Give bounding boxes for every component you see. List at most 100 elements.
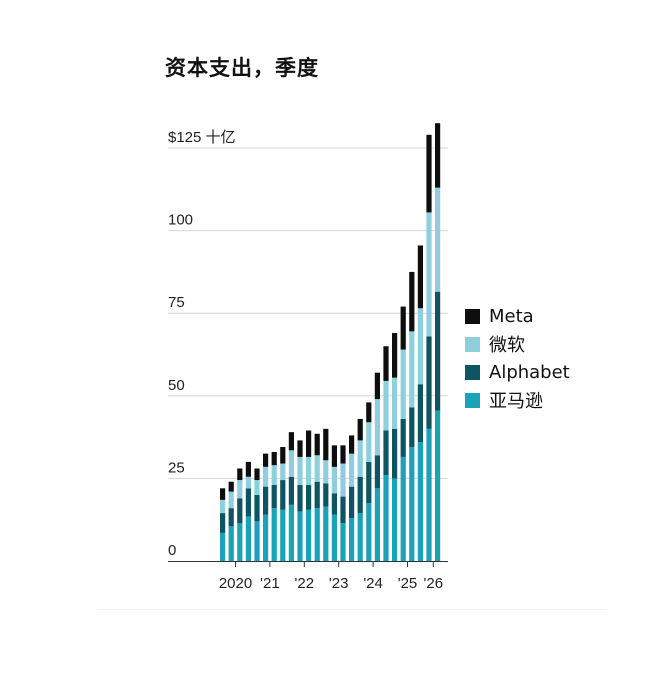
bar-segment-meta bbox=[228, 481, 234, 492]
bar-segment-microsoft bbox=[417, 308, 423, 385]
x-tick-label: '23 bbox=[329, 575, 349, 592]
bar-segment-meta bbox=[349, 435, 355, 454]
bar-segment-meta bbox=[280, 447, 286, 464]
bar-segment-amazon bbox=[426, 428, 432, 561]
bar-segment-meta bbox=[366, 402, 372, 423]
bar-segment-microsoft bbox=[220, 499, 226, 514]
bar-segment-alphabet bbox=[417, 384, 423, 443]
bar-segment-alphabet bbox=[340, 496, 346, 524]
legend-label-microsoft: 微软 bbox=[489, 335, 525, 356]
bar-segment-microsoft bbox=[357, 440, 363, 477]
bar-segment-alphabet bbox=[357, 476, 363, 514]
bar-segment-meta bbox=[263, 453, 269, 467]
bar-segment-amazon bbox=[254, 521, 260, 561]
bar-segment-amazon bbox=[228, 526, 234, 561]
y-tick-label: $125 十亿 bbox=[168, 129, 236, 146]
bar-segment-amazon bbox=[288, 504, 294, 561]
y-tick-label: 75 bbox=[168, 294, 185, 311]
bar-segment-meta bbox=[314, 433, 320, 456]
legend-swatch-alphabet bbox=[465, 364, 480, 380]
bar-segment-microsoft bbox=[331, 466, 337, 494]
bar-segment-meta bbox=[297, 440, 303, 457]
y-tick-label: 100 bbox=[168, 212, 193, 229]
bar-segment-meta bbox=[374, 372, 380, 400]
bar-segment-microsoft bbox=[306, 456, 312, 486]
bar-segment-amazon bbox=[435, 410, 441, 561]
bar-segment-alphabet bbox=[314, 481, 320, 509]
bar-segment-amazon bbox=[349, 518, 355, 561]
bar-segment-alphabet bbox=[245, 488, 251, 517]
bar-segment-meta bbox=[392, 333, 398, 378]
legend-label-alphabet: Alphabet bbox=[489, 361, 570, 383]
bar-segment-amazon bbox=[280, 509, 286, 561]
bar-segment-amazon bbox=[383, 475, 389, 561]
bar-segment-meta bbox=[426, 134, 432, 213]
bar-segment-microsoft bbox=[263, 466, 269, 487]
bar-segment-alphabet bbox=[297, 485, 303, 512]
bar-segment-amazon bbox=[374, 488, 380, 561]
bar-segment-microsoft bbox=[254, 480, 260, 495]
legend-swatch-microsoft bbox=[465, 336, 480, 352]
chart-title: 资本支出，季度 bbox=[165, 56, 319, 80]
gridlines bbox=[168, 147, 448, 479]
bar-segment-amazon bbox=[417, 442, 423, 561]
bar-segment-microsoft bbox=[280, 463, 286, 481]
bar-segment-amazon bbox=[220, 532, 226, 561]
legend-item-alphabet[interactable]: Alphabet bbox=[465, 358, 570, 386]
x-tick-label: 2020 bbox=[219, 575, 252, 592]
bar-segment-meta bbox=[237, 468, 243, 481]
legend-item-meta[interactable]: Meta bbox=[465, 302, 570, 330]
y-tick-label: 25 bbox=[168, 459, 185, 476]
x-tick-label: '24 bbox=[363, 575, 383, 592]
bar-segment-alphabet bbox=[263, 486, 269, 515]
bar-segment-meta bbox=[340, 445, 346, 464]
bar-segment-microsoft bbox=[435, 187, 441, 292]
bar-segment-microsoft bbox=[409, 331, 415, 408]
bar-segment-alphabet bbox=[237, 498, 243, 524]
bar-segment-meta bbox=[331, 445, 337, 467]
y-tick-label: 50 bbox=[168, 377, 185, 394]
legend-label-amazon: 亚马逊 bbox=[489, 391, 543, 412]
bar-segment-alphabet bbox=[400, 418, 406, 457]
bar-segment-alphabet bbox=[426, 336, 432, 429]
x-tick-label: '26 bbox=[424, 575, 444, 592]
bar-segment-microsoft bbox=[383, 380, 389, 431]
legend: Meta 微软 Alphabet 亚马逊 bbox=[465, 302, 570, 414]
bar-segment-microsoft bbox=[245, 476, 251, 489]
bar-segment-meta bbox=[383, 346, 389, 381]
bar-segment-amazon bbox=[400, 456, 406, 561]
bar-segment-amazon bbox=[392, 478, 398, 561]
bar-segment-microsoft bbox=[314, 455, 320, 482]
bar-segment-amazon bbox=[237, 523, 243, 561]
bar-segment-alphabet bbox=[409, 407, 415, 448]
bar-segment-microsoft bbox=[288, 450, 294, 477]
bar-segment-alphabet bbox=[288, 476, 294, 505]
bar-segment-amazon bbox=[263, 514, 269, 561]
bar-segment-meta bbox=[435, 123, 441, 188]
bar-segment-meta bbox=[245, 461, 251, 477]
bar-segment-amazon bbox=[409, 447, 415, 561]
bars bbox=[220, 123, 441, 561]
bar-segment-alphabet bbox=[366, 461, 372, 504]
bar-segment-microsoft bbox=[340, 463, 346, 497]
bar-segment-microsoft bbox=[426, 212, 432, 337]
legend-item-amazon[interactable]: 亚马逊 bbox=[465, 386, 570, 414]
x-tick-label: '22 bbox=[295, 575, 315, 592]
bar-segment-alphabet bbox=[374, 455, 380, 489]
bar-segment-amazon bbox=[331, 514, 337, 561]
x-tick-label: '25 bbox=[398, 575, 418, 592]
legend-swatch-meta bbox=[465, 308, 480, 324]
bar-segment-alphabet bbox=[228, 508, 234, 527]
bar-segment-amazon bbox=[357, 513, 363, 561]
bottom-divider bbox=[97, 609, 607, 610]
bar-segment-meta bbox=[400, 306, 406, 350]
bar-segment-microsoft bbox=[349, 453, 355, 487]
x-tick-label: '21 bbox=[260, 575, 280, 592]
bar-segment-meta bbox=[271, 451, 277, 466]
bar-segment-amazon bbox=[340, 523, 346, 561]
bar-segment-amazon bbox=[245, 516, 251, 561]
bar-segment-amazon bbox=[297, 511, 303, 561]
bar-segment-microsoft bbox=[400, 349, 406, 419]
legend-item-microsoft[interactable]: 微软 bbox=[465, 330, 570, 358]
